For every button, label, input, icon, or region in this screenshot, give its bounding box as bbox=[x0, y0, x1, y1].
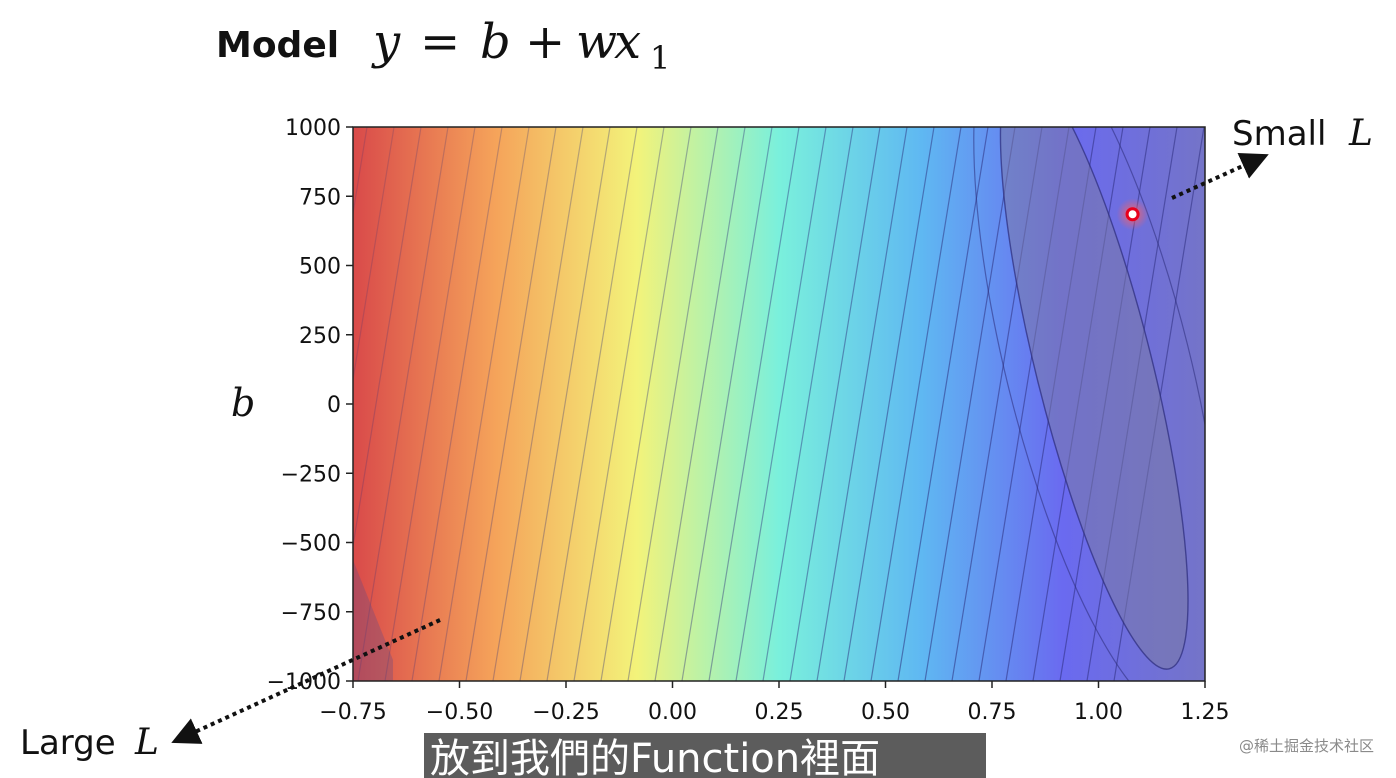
x-tick-label: −0.25 bbox=[532, 700, 599, 725]
y-tick-label: 250 bbox=[299, 324, 341, 349]
contour-line bbox=[353, 127, 422, 550]
formula-b: b bbox=[480, 14, 511, 70]
contour-line bbox=[654, 127, 746, 681]
contour-line bbox=[897, 127, 989, 681]
contour-line bbox=[492, 127, 584, 681]
y-tick-label: −250 bbox=[281, 462, 341, 487]
minimum-marker bbox=[1116, 198, 1149, 231]
contour-line bbox=[519, 127, 611, 681]
contour-line bbox=[465, 127, 557, 681]
x-tick-label: 0.75 bbox=[968, 700, 1017, 725]
annotation-small-var: L bbox=[1348, 113, 1373, 154]
minimum-contour bbox=[973, 127, 1205, 681]
model-formula: y = b + w x 1 bbox=[371, 14, 670, 77]
y-tick-label: −750 bbox=[281, 601, 341, 626]
contour-plot: −0.75 −0.50 −0.25 0.00 0.25 0.50 0.75 1.00 1.25 … bbox=[267, 116, 1230, 725]
contour-line bbox=[681, 127, 773, 681]
formula-w: w bbox=[576, 14, 617, 70]
y-tick-label: 750 bbox=[299, 185, 341, 210]
y-tick-label: 500 bbox=[299, 255, 341, 280]
contour-line bbox=[870, 127, 962, 681]
x-tick-label: 1.00 bbox=[1074, 700, 1123, 725]
contour-lines bbox=[353, 127, 1205, 681]
annotation-small-loss: Small L bbox=[1232, 113, 1373, 154]
x-tick-label: 0.50 bbox=[861, 700, 910, 725]
x-tick-label: −0.50 bbox=[426, 700, 493, 725]
watermark: @稀土掘金技术社区 bbox=[1238, 737, 1374, 755]
x-tick-label: −0.75 bbox=[319, 700, 386, 725]
annotation-small-text: Small bbox=[1232, 114, 1326, 154]
x-axis-ticks: −0.75 −0.50 −0.25 0.00 0.25 0.50 0.75 1.00 1.25 bbox=[319, 681, 1229, 725]
formula-equals: = bbox=[420, 14, 460, 70]
formula-subscript: 1 bbox=[650, 39, 670, 77]
contour-line bbox=[546, 127, 638, 681]
y-tick-label: −500 bbox=[281, 532, 341, 557]
y-tick-label: −1000 bbox=[267, 670, 341, 695]
contour-line bbox=[627, 127, 719, 681]
high-loss-region bbox=[353, 560, 393, 681]
x-tick-label: 1.25 bbox=[1181, 700, 1230, 725]
contour-line bbox=[816, 127, 908, 681]
x-tick-label: 0.25 bbox=[755, 700, 804, 725]
formula-plus: + bbox=[525, 14, 565, 70]
y-tick-label: 0 bbox=[327, 393, 341, 418]
model-label: Model bbox=[216, 25, 339, 66]
subtitle-text: 放到我們的Function裡面 bbox=[430, 736, 881, 778]
formula-x: x bbox=[614, 14, 641, 70]
contour-line bbox=[384, 127, 476, 681]
contour-line bbox=[924, 127, 1016, 681]
y-axis-ticks: 1000 750 500 250 0 −250 −500 −750 −1000 bbox=[267, 116, 353, 695]
annotation-large-loss: Large L bbox=[20, 722, 159, 763]
contour-line bbox=[789, 127, 881, 681]
large-loss-arrow bbox=[171, 618, 441, 744]
contour-line bbox=[573, 127, 665, 681]
y-tick-label: 1000 bbox=[285, 116, 341, 141]
formula-y: y bbox=[371, 14, 401, 70]
contour-line bbox=[411, 127, 503, 681]
contour-line bbox=[735, 127, 827, 681]
contour-line bbox=[438, 127, 530, 681]
annotation-large-var: L bbox=[134, 722, 159, 763]
minimum-basin bbox=[999, 127, 1189, 670]
subtitle-caption: 放到我們的Function裡面 bbox=[424, 733, 986, 778]
contour-line bbox=[762, 127, 854, 681]
y-axis-label: b bbox=[231, 381, 255, 425]
minimum-point bbox=[1125, 207, 1140, 222]
contour-line bbox=[353, 127, 395, 384]
contour-line bbox=[357, 127, 449, 681]
contour-line bbox=[600, 127, 692, 681]
x-tick-label: 0.00 bbox=[648, 700, 697, 725]
annotation-large-text: Large bbox=[20, 723, 116, 763]
contour-line bbox=[708, 127, 800, 681]
contour-line bbox=[843, 127, 935, 681]
